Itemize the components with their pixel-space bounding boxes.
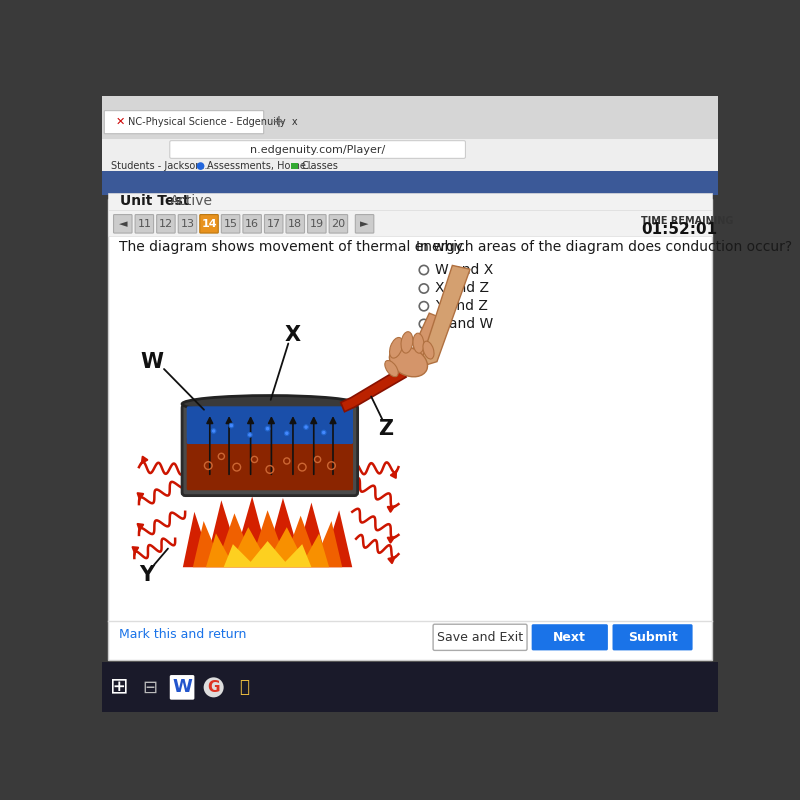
FancyBboxPatch shape (200, 214, 218, 233)
Text: TIME REMAINING: TIME REMAINING (641, 216, 734, 226)
Polygon shape (341, 367, 406, 412)
Circle shape (247, 433, 252, 437)
Text: Active: Active (170, 194, 213, 209)
Text: NC-Physical Science - Edgenuity  x: NC-Physical Science - Edgenuity x (128, 117, 298, 127)
Circle shape (266, 426, 270, 431)
Circle shape (229, 423, 234, 428)
Ellipse shape (401, 332, 413, 353)
Text: +: + (271, 113, 286, 131)
Text: 19: 19 (310, 219, 324, 229)
Text: ✕: ✕ (116, 117, 126, 127)
Polygon shape (183, 496, 352, 567)
Ellipse shape (390, 338, 402, 358)
FancyBboxPatch shape (170, 675, 194, 700)
Circle shape (419, 302, 429, 311)
Circle shape (419, 284, 429, 293)
Polygon shape (193, 510, 342, 567)
Text: Mark this and return: Mark this and return (119, 629, 246, 642)
Polygon shape (224, 541, 311, 567)
Text: 16: 16 (245, 219, 259, 229)
Bar (102, 159, 718, 173)
FancyBboxPatch shape (222, 214, 240, 233)
Circle shape (419, 266, 429, 274)
Text: W: W (172, 678, 192, 696)
Bar (108, 199, 712, 660)
Text: W: W (141, 352, 163, 372)
Circle shape (285, 431, 289, 435)
FancyBboxPatch shape (329, 214, 348, 233)
Circle shape (197, 162, 205, 170)
Text: 14: 14 (202, 219, 217, 229)
Text: Save and Exit: Save and Exit (437, 631, 523, 644)
Bar (102, 171, 718, 194)
Text: Assessments, Home...: Assessments, Home... (207, 161, 315, 171)
Bar (291, 163, 298, 169)
Text: 📁: 📁 (239, 678, 250, 696)
FancyBboxPatch shape (135, 214, 154, 233)
Polygon shape (419, 266, 470, 367)
FancyBboxPatch shape (157, 214, 175, 233)
Text: In which areas of the diagram does conduction occur?: In which areas of the diagram does condu… (416, 240, 792, 254)
Text: 15: 15 (223, 219, 238, 229)
Circle shape (419, 319, 429, 329)
FancyBboxPatch shape (182, 405, 358, 496)
Text: n.edgenuity.com/Player/: n.edgenuity.com/Player/ (250, 145, 386, 154)
Circle shape (211, 429, 216, 434)
FancyBboxPatch shape (265, 214, 283, 233)
Ellipse shape (182, 395, 358, 413)
Text: W and X: W and X (434, 263, 493, 277)
Text: 12: 12 (159, 219, 173, 229)
Circle shape (204, 678, 224, 698)
FancyBboxPatch shape (178, 214, 197, 233)
Ellipse shape (423, 341, 434, 359)
Text: Z: Z (378, 418, 393, 438)
Bar (102, 662, 718, 712)
Text: 01:52:01: 01:52:01 (641, 222, 717, 238)
Text: ⊞: ⊞ (110, 678, 128, 698)
FancyBboxPatch shape (532, 624, 608, 650)
Text: ►: ► (360, 219, 369, 229)
Text: 20: 20 (331, 219, 346, 229)
Text: Y and Z: Y and Z (434, 299, 487, 314)
FancyBboxPatch shape (186, 437, 353, 490)
Ellipse shape (413, 333, 424, 353)
FancyBboxPatch shape (433, 624, 527, 650)
FancyBboxPatch shape (286, 214, 305, 233)
Bar (102, 96, 718, 141)
Text: ◄: ◄ (118, 219, 127, 229)
Text: G: G (207, 680, 220, 695)
FancyBboxPatch shape (104, 110, 264, 134)
Text: The diagram shows movement of thermal energy.: The diagram shows movement of thermal en… (119, 240, 466, 254)
Text: 18: 18 (288, 219, 302, 229)
Text: 17: 17 (266, 219, 281, 229)
Text: Next: Next (553, 631, 586, 644)
FancyBboxPatch shape (186, 406, 353, 444)
Text: Classes: Classes (302, 161, 338, 171)
Text: ⊟: ⊟ (142, 678, 158, 696)
Ellipse shape (385, 361, 398, 377)
FancyBboxPatch shape (114, 214, 132, 233)
Text: 11: 11 (138, 219, 151, 229)
FancyBboxPatch shape (170, 141, 466, 158)
FancyBboxPatch shape (613, 624, 693, 650)
FancyBboxPatch shape (243, 214, 262, 233)
Text: X: X (285, 325, 301, 345)
Bar (108, 193, 712, 210)
Text: Z and W: Z and W (434, 317, 493, 331)
Text: 13: 13 (181, 219, 194, 229)
Polygon shape (402, 313, 445, 372)
Text: Students - Jackson...: Students - Jackson... (111, 161, 210, 171)
FancyBboxPatch shape (355, 214, 374, 233)
Ellipse shape (390, 346, 427, 377)
Bar (102, 139, 718, 159)
Text: Y: Y (139, 565, 154, 585)
Circle shape (304, 425, 308, 430)
Polygon shape (206, 527, 329, 567)
Bar (108, 210, 712, 236)
Text: Unit Test: Unit Test (121, 194, 190, 209)
FancyBboxPatch shape (307, 214, 326, 233)
Text: X and Z: X and Z (434, 282, 489, 295)
Circle shape (322, 430, 326, 435)
Text: Submit: Submit (628, 631, 678, 644)
